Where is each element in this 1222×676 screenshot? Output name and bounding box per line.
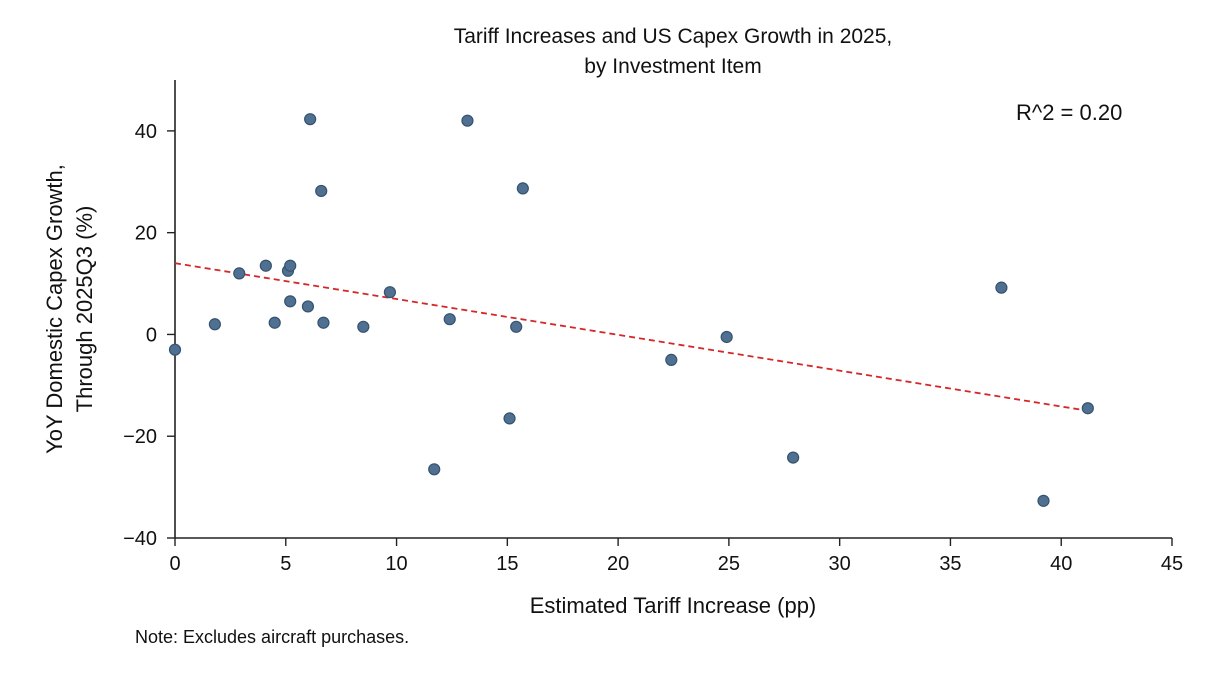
scatter-point [461,114,474,127]
trendline-group [174,262,1088,412]
scatter-point [317,316,330,329]
scatter-point [995,281,1008,294]
scatter-point [1037,494,1050,507]
r-squared-annotation: R^2 = 0.20 [1016,100,1122,125]
scatter-point [428,463,441,476]
x-axis-tick-label: 10 [385,553,407,575]
chart-title-group: Tariff Increases and US Capex Growth in … [454,25,893,78]
scatter-point [383,286,397,299]
trendline [174,262,1088,412]
scatter-point [503,412,516,425]
scatter-point [443,313,456,326]
x-axis-tick-label: 30 [829,553,851,575]
axes-group: 0 5 10 15 20 25 30 35 40 45 −40 −20 0 20 40 [123,80,1183,575]
scatter-point [665,353,678,366]
x-axis-tick-label: 40 [1050,553,1072,575]
y-axis-label-line-1: YoY Domestic Capex Growth, [42,164,67,454]
scatter-point [284,295,297,308]
y-axis-tick-label: 0 [146,324,157,346]
x-axis-tick-label: 45 [1161,553,1183,575]
scatter-point [301,300,315,313]
y-axis-tick-label: −20 [123,426,157,448]
y-axis-tick-label: 20 [135,223,157,245]
scatter-point [259,259,272,272]
y-axis-label-line-2: Through 2025Q3 (%) [72,206,97,413]
scatter-point [284,259,297,272]
x-axis-tick-label: 15 [496,553,518,575]
chart-title-line-2: by Investment Item [584,55,761,78]
scatter-point [787,451,800,464]
scatter-point [304,113,317,126]
x-axis-tick-label: 20 [607,553,629,575]
scatter-point [208,318,221,331]
x-axis-tick-label: 35 [939,553,961,575]
scatter-point [720,330,733,344]
scatter-point [268,316,281,329]
points-group [168,113,1094,507]
scatter-point [168,343,182,356]
chart-title-line-1: Tariff Increases and US Capex Growth in … [454,25,893,48]
axis-labels-group: Estimated Tariff Increase (pp) YoY Domes… [42,164,816,618]
scatter-point [357,320,370,333]
scatter-point [315,184,328,198]
chart-note: Note: Excludes aircraft purchases. [135,627,409,647]
scatter-point [510,320,523,333]
x-axis-label: Estimated Tariff Increase (pp) [530,593,817,618]
x-axis-tick-label: 25 [718,553,740,575]
y-axis-tick-label: −40 [123,528,157,550]
scatter-point [516,182,529,195]
scatter-point [1081,402,1094,415]
x-axis-tick-label: 5 [280,553,291,575]
x-axis-tick-label: 0 [169,553,180,575]
y-axis-tick-label: 40 [135,121,157,143]
scatter-point [233,267,246,280]
